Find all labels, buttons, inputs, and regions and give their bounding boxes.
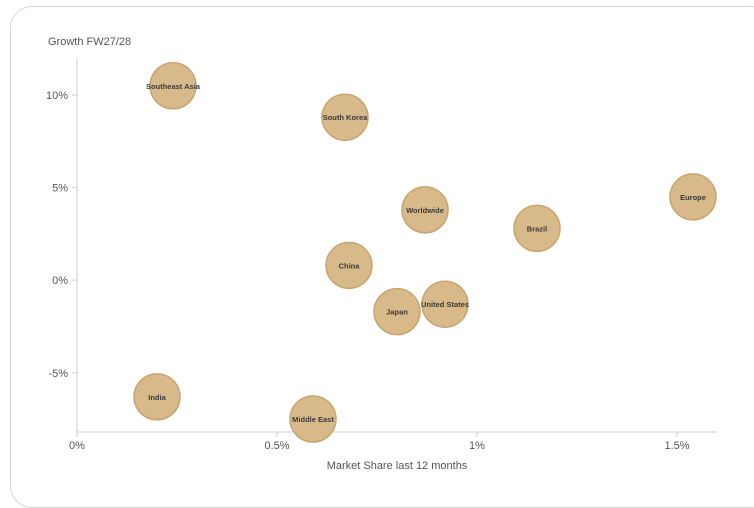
bubble-worldwide[interactable]: Worldwide (402, 187, 448, 233)
bubble-japan[interactable]: Japan (374, 289, 420, 335)
bubble-europe[interactable]: Europe (670, 174, 716, 220)
y-tick-label: 5% (52, 183, 68, 195)
bubble-label: Europe (680, 193, 706, 202)
bubble-china[interactable]: China (326, 242, 372, 288)
x-tick-label: 0% (69, 440, 85, 452)
scatter-chart: 10%5%0%-5%0% 0.5% 1% 1.5% Southeast AsiaSou… (0, 0, 754, 491)
bubbles: Southeast Asia South Korea Worldwide Europe… (134, 63, 716, 442)
y-tick-label: -5% (48, 368, 68, 380)
bubble-india[interactable]: India (134, 374, 180, 420)
x-tick-label: 0.5% (264, 440, 289, 452)
x-tick-label: 1% (469, 440, 485, 452)
y-axis-title: Growth FW27/28 (48, 36, 131, 48)
bubble-southeast-asia[interactable]: Southeast Asia (146, 63, 201, 109)
x-axis-title: Market Share last 12 months (327, 460, 468, 472)
bubble-label: Southeast Asia (146, 82, 201, 91)
bubble-label: Middle East (292, 415, 334, 424)
bubble-label: Worldwide (406, 206, 444, 215)
bubble-label: China (339, 261, 361, 270)
bubble-brazil[interactable]: Brazil (514, 205, 560, 251)
bubble-label: South Korea (323, 113, 368, 122)
bubble-label: United States (421, 300, 469, 309)
bubble-middle-east[interactable]: Middle East (290, 396, 336, 442)
bubble-label: Japan (386, 308, 408, 317)
y-tick-label: 10% (46, 90, 68, 102)
y-tick-label: 0% (52, 275, 68, 287)
bubble-south-korea[interactable]: South Korea (322, 94, 368, 140)
bubble-united-states[interactable]: United States (421, 281, 469, 327)
x-tick-label: 1.5% (664, 440, 689, 452)
bubble-label: India (148, 393, 166, 402)
bubble-label: Brazil (527, 224, 547, 233)
